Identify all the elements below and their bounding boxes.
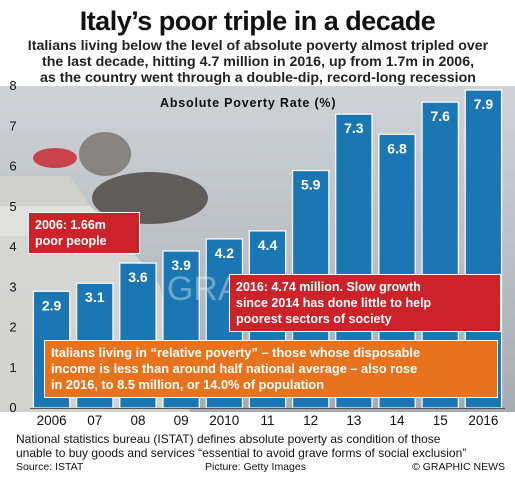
bar-value-label: 4.4	[258, 237, 278, 253]
annotation-line: poor people	[35, 234, 107, 248]
page-title: Italy’s poor triple in a decade	[79, 6, 436, 36]
annotation-line: 2016: 4.74 million. Slow growth	[236, 280, 421, 294]
y-tick-label: 1	[9, 360, 16, 375]
x-tick-label: 09	[174, 413, 189, 428]
annotation-line: 2006: 1.66m	[35, 218, 106, 232]
annotation-2006: 2006: 1.66m poor people	[28, 212, 140, 254]
subtitle-line: the last decade, hitting 4.7 million in …	[41, 54, 475, 70]
annotation-relative-poverty: Italians living in “relative poverty” – …	[44, 340, 498, 398]
bar-value-label: 3.6	[128, 269, 148, 285]
chart-title: Absolute Poverty Rate (%)	[160, 96, 337, 110]
annotation-line: income is less than around half national…	[51, 361, 418, 376]
y-tick-label: 5	[9, 199, 16, 214]
subtitle-line: as the country went through a double-dip…	[40, 70, 476, 86]
y-tick-label: 2	[9, 320, 16, 335]
bar-value-label: 7.3	[344, 120, 364, 136]
y-tick-label: 7	[9, 118, 16, 133]
y-tick-label: 3	[9, 279, 16, 294]
source-credit: Source: ISTAT	[16, 461, 84, 473]
annotation-line: Italians living in “relative poverty” – …	[51, 345, 421, 360]
x-tick-label: 11	[260, 413, 274, 428]
footnote: National statistics bureau (ISTAT) defin…	[16, 432, 506, 460]
subtitle-line: Italians living below the level of absol…	[27, 38, 489, 54]
footnote-line: National statistics bureau (ISTAT) defin…	[16, 432, 441, 446]
bar-value-label: 2.9	[42, 297, 62, 313]
bar-value-label: 4.2	[215, 245, 235, 261]
x-tick-label: 2016	[468, 413, 498, 428]
y-tick-label: 4	[9, 239, 16, 254]
footnote-line: unable to buy goods and services “essent…	[16, 446, 467, 460]
annotation-line: since 2014 has done little to help	[236, 296, 432, 310]
x-tick-label: 14	[390, 413, 406, 428]
bar-value-label: 7.6	[430, 108, 450, 124]
x-tick-label: 13	[346, 413, 361, 428]
annotation-line: poorest sectors of society	[236, 312, 392, 326]
brand-credit: © GRAPHIC NEWS	[412, 461, 505, 473]
bar-value-label: 6.8	[387, 140, 407, 156]
y-tick-label: 6	[9, 159, 16, 174]
picture-credit: Picture: Getty Images	[205, 461, 306, 473]
x-tick-label: 12	[303, 413, 318, 428]
annotation-2016: 2016: 4.74 million. Slow growth since 20…	[229, 274, 501, 332]
bar-value-label: 3.1	[85, 289, 105, 305]
subtitle: Italians living below the level of absol…	[8, 38, 508, 86]
x-tick-label: 2010	[209, 413, 239, 428]
bar-value-label: 3.9	[171, 257, 191, 273]
y-tick-label: 0	[9, 400, 16, 415]
bar-value-label: 7.9	[474, 96, 494, 112]
x-tick-label: 07	[87, 413, 102, 428]
bar-value-label: 5.9	[301, 177, 321, 193]
x-tick-label: 15	[433, 413, 448, 428]
annotation-line: in 2016, to 8.5 million, or 14.0% of pop…	[51, 377, 325, 392]
y-tick-label: 8	[9, 78, 16, 93]
x-tick-label: 08	[130, 413, 145, 428]
x-tick-label: 2006	[37, 413, 67, 428]
